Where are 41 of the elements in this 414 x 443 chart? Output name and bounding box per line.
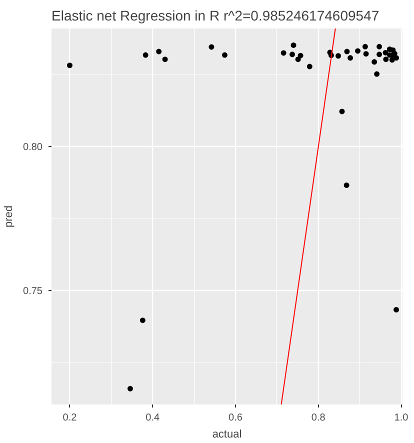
point — [354, 48, 360, 54]
point — [295, 56, 301, 62]
x-tick-label: 0.2 — [62, 412, 78, 424]
point — [339, 108, 345, 114]
point — [140, 318, 146, 324]
point — [376, 44, 382, 50]
point — [142, 52, 148, 58]
point — [383, 56, 389, 62]
y-axis-title: pred — [3, 205, 16, 228]
x-tick-label: 0.6 — [228, 412, 243, 424]
point — [290, 42, 296, 48]
point — [394, 306, 400, 312]
point — [374, 71, 380, 77]
point — [306, 64, 312, 70]
point — [127, 386, 133, 392]
point — [394, 55, 400, 61]
point — [156, 48, 162, 54]
x-tick-label: 0.8 — [311, 412, 326, 424]
point — [382, 50, 388, 56]
point — [162, 56, 168, 62]
point — [66, 62, 72, 68]
point — [280, 50, 286, 56]
point — [344, 48, 350, 54]
point — [392, 50, 398, 56]
point — [344, 182, 350, 188]
chart-title: Elastic net Regression in R r^2=0.985246174609547 — [52, 8, 380, 24]
point — [362, 44, 368, 50]
point — [376, 52, 382, 58]
point — [336, 53, 342, 59]
y-tick-label: 0.80 — [23, 142, 43, 154]
point — [363, 51, 369, 57]
x-tick-label: 1.0 — [394, 412, 409, 424]
y-tick-label: 0.75 — [23, 286, 43, 298]
point — [208, 44, 214, 50]
x-tick-label: 0.4 — [146, 412, 160, 424]
point — [372, 59, 378, 65]
point — [389, 57, 395, 63]
point — [222, 52, 228, 58]
point — [290, 52, 296, 58]
x-axis-title: actual — [212, 428, 242, 440]
point — [348, 55, 354, 61]
